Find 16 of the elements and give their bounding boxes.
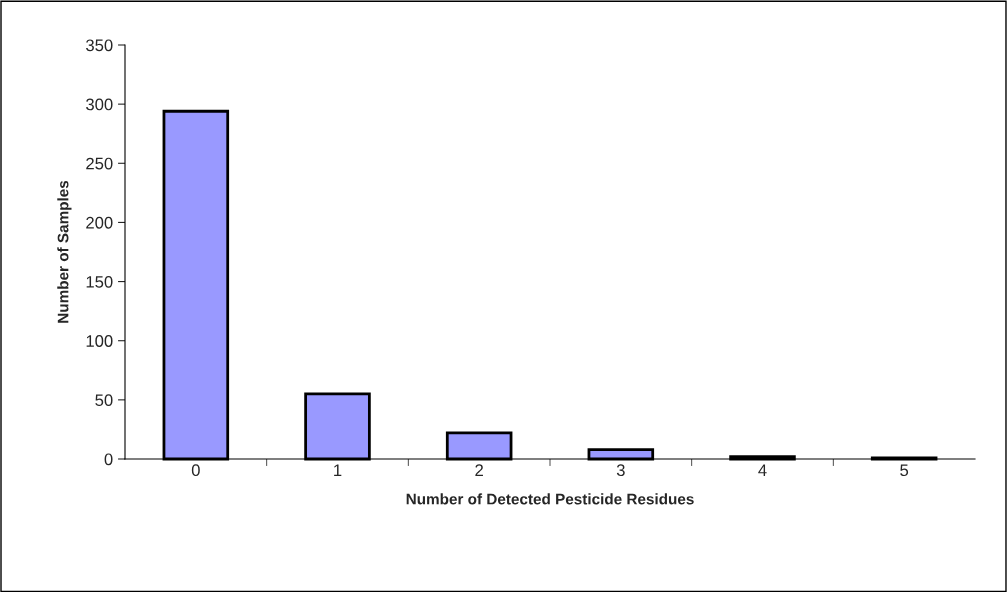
- x-tick-label: 2: [475, 464, 483, 476]
- y-tick-label: 0: [104, 453, 113, 466]
- x-tick-label: 1: [334, 464, 342, 476]
- y-tick-label: 150: [86, 275, 113, 288]
- y-tick-label: 200: [86, 216, 113, 229]
- x-tick-label: 4: [758, 464, 767, 476]
- x-tick-label: 3: [616, 464, 625, 477]
- y-tick-label: 100: [86, 335, 113, 347]
- y-tick-label: 350: [86, 39, 113, 52]
- y-tick-label: 300: [86, 98, 113, 111]
- x-axis-title: Number of Detected Pesticide Residues: [406, 493, 694, 505]
- y-tick-label: 50: [95, 394, 113, 407]
- x-tick-label: 0: [191, 464, 200, 477]
- x-tick-label: 5: [900, 464, 909, 477]
- y-axis-title: Number of Samples: [57, 180, 72, 323]
- y-tick-label: 250: [86, 157, 113, 170]
